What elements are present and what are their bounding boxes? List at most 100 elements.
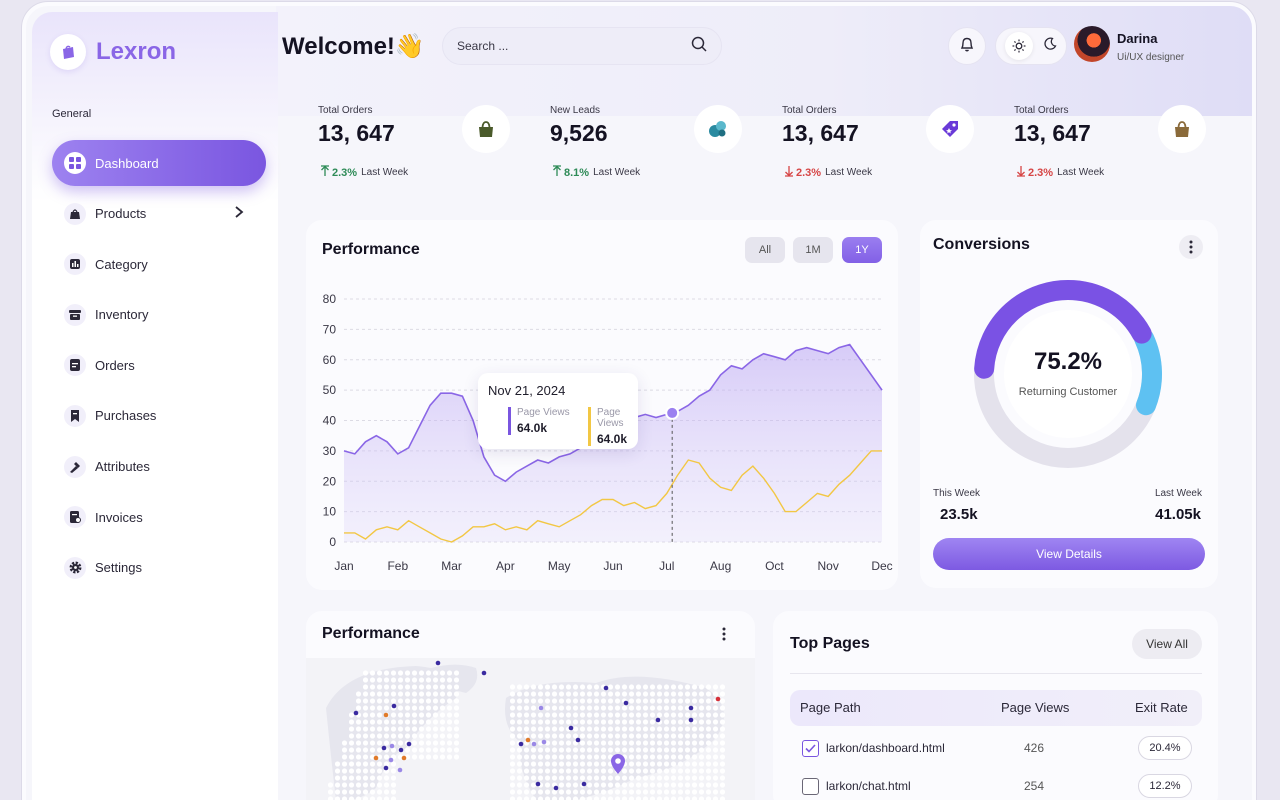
sidebar-item-purchases[interactable]: Purchases [52, 393, 266, 439]
map-marker[interactable] [383, 712, 389, 718]
conversions-more-icon[interactable] [1179, 235, 1203, 259]
sidebar-item-orders[interactable]: Orders [52, 342, 266, 388]
map-marker[interactable] [435, 660, 441, 666]
map-marker[interactable] [553, 785, 559, 791]
tooltip-point[interactable] [665, 405, 680, 420]
stat-card-total-orders[interactable]: Total Orders 13, 647 2.3% Last Week [306, 91, 524, 195]
search-input[interactable] [457, 39, 691, 53]
range-all-button[interactable]: All [745, 237, 785, 263]
map-cell [397, 677, 404, 683]
map-cell [705, 747, 712, 753]
map-marker[interactable] [383, 765, 389, 771]
table-row[interactable]: larkon/dashboard.html 426 20.4% [790, 729, 1202, 767]
map-marker[interactable] [389, 743, 395, 749]
map-marker[interactable] [373, 755, 379, 761]
sidebar-item-products[interactable]: Products [52, 191, 266, 237]
map-marker[interactable] [655, 717, 661, 723]
sidebar-item-invoices[interactable]: Invoices [52, 494, 266, 540]
map-marker[interactable] [538, 705, 544, 711]
map-marker[interactable] [715, 696, 721, 702]
top-pages-title: Top Pages [790, 635, 870, 652]
sidebar-item-attributes[interactable]: Attributes [52, 444, 266, 490]
map-cell [719, 684, 726, 690]
world-map[interactable] [306, 658, 755, 800]
map-marker[interactable] [688, 705, 694, 711]
map-marker[interactable] [406, 741, 412, 747]
map-marker[interactable] [518, 741, 524, 747]
map-marker[interactable] [381, 745, 387, 751]
map-more-icon[interactable] [712, 622, 736, 646]
map-marker[interactable] [525, 737, 531, 743]
map-marker[interactable] [391, 703, 397, 709]
map-cell [446, 684, 453, 690]
map-marker[interactable] [401, 755, 407, 761]
map-marker[interactable] [353, 710, 359, 716]
notification-button[interactable] [948, 27, 986, 65]
map-marker[interactable] [623, 700, 629, 706]
map-cell [600, 698, 607, 704]
map-cell [628, 698, 635, 704]
map-marker[interactable] [541, 739, 547, 745]
map-marker[interactable] [603, 685, 609, 691]
map-cell [607, 782, 614, 788]
map-marker[interactable] [688, 717, 694, 723]
map-marker[interactable] [568, 725, 574, 731]
donut-center [1004, 310, 1132, 438]
column-header-page-views[interactable]: Page Views [1001, 700, 1070, 715]
sun-icon[interactable] [1005, 32, 1033, 60]
avatar[interactable] [1074, 26, 1110, 62]
map-cell [600, 726, 607, 732]
map-cell [719, 691, 726, 697]
page-path-cell[interactable]: larkon/chat.html [826, 779, 911, 793]
stat-card-new-leads[interactable]: New Leads 9,526 8.1% Last Week [538, 91, 756, 195]
map-cell [691, 789, 698, 795]
map-pin-icon[interactable] [611, 754, 625, 774]
x-tick-label: May [548, 559, 571, 573]
map-marker[interactable] [398, 747, 404, 753]
logo[interactable]: Lexron [50, 34, 176, 70]
stat-card-total-orders-2[interactable]: Total Orders 13, 647 2.3% Last Week [770, 91, 988, 195]
view-details-button[interactable]: View Details [933, 538, 1205, 570]
map-cell [621, 691, 628, 697]
view-all-button[interactable]: View All [1132, 629, 1202, 659]
search-bar[interactable] [442, 27, 722, 65]
map-cell [425, 740, 432, 746]
page-path-cell[interactable]: larkon/dashboard.html [826, 741, 945, 755]
column-header-page-path[interactable]: Page Path [800, 700, 861, 715]
map-marker[interactable] [388, 757, 394, 763]
map-marker[interactable] [535, 781, 541, 787]
map-cell [712, 747, 719, 753]
exit-rate-badge: 20.4% [1138, 736, 1192, 760]
sidebar-item-dashboard[interactable]: Dashboard [52, 140, 266, 186]
map-marker[interactable] [397, 767, 403, 773]
row-checkbox[interactable] [802, 740, 819, 757]
column-header-exit-rate[interactable]: Exit Rate [1135, 700, 1188, 715]
theme-toggle[interactable] [995, 27, 1067, 65]
range-1m-button[interactable]: 1M [793, 237, 833, 263]
stat-card-total-orders-3[interactable]: Total Orders 13, 647 2.3% Last Week [1002, 91, 1220, 195]
y-tick-label: 30 [323, 444, 337, 458]
map-cell [355, 726, 362, 732]
search-icon[interactable] [691, 36, 707, 57]
range-1y-button[interactable]: 1Y [842, 237, 882, 263]
map-cell [649, 796, 656, 800]
map-marker[interactable] [581, 781, 587, 787]
map-cell [411, 740, 418, 746]
sidebar-item-inventory[interactable]: Inventory [52, 292, 266, 338]
map-cell [523, 698, 530, 704]
map-cell [523, 789, 530, 795]
map-cell [558, 775, 565, 781]
sidebar-item-settings[interactable]: Settings [52, 545, 266, 591]
table-row[interactable]: larkon/chat.html 254 12.2% [790, 767, 1202, 800]
map-marker[interactable] [575, 737, 581, 743]
row-checkbox[interactable] [802, 778, 819, 795]
map-marker[interactable] [531, 741, 537, 747]
map-marker[interactable] [481, 670, 487, 676]
moon-icon[interactable] [1043, 36, 1057, 56]
map-cell [649, 747, 656, 753]
map-cell [656, 782, 663, 788]
map-cell [614, 719, 621, 725]
map-cell [565, 768, 572, 774]
map-cell [341, 789, 348, 795]
sidebar-item-category[interactable]: Category [52, 241, 266, 287]
